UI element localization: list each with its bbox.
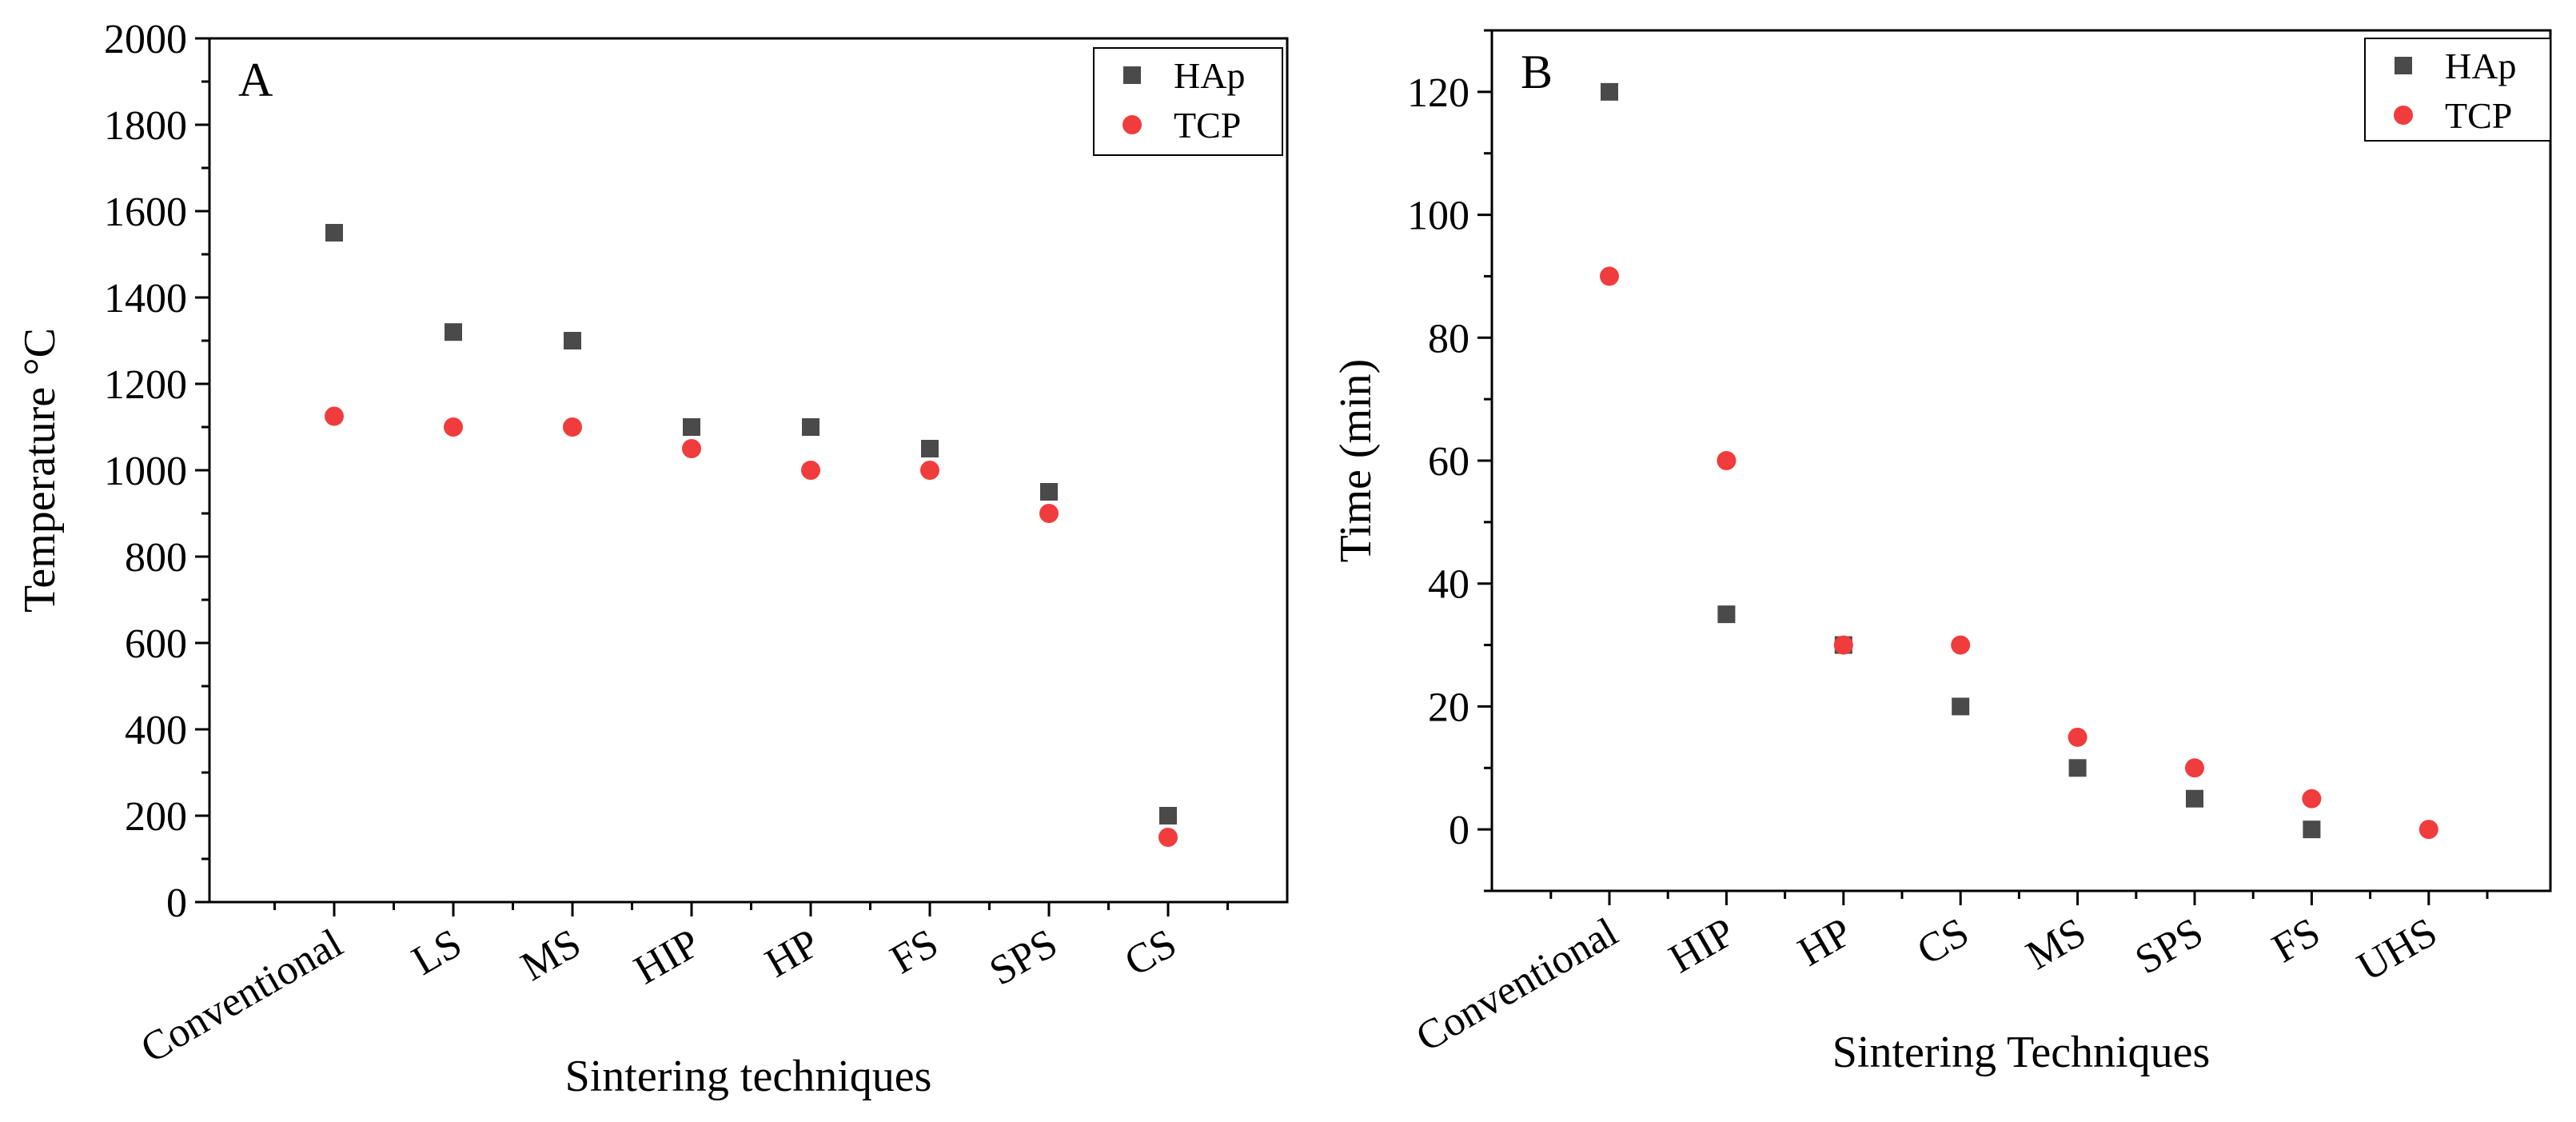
data-point-tcp-uhs: [2418, 820, 2438, 840]
y-tick-label: 1400: [104, 276, 187, 321]
data-point-tcp-hp: [801, 461, 820, 480]
data-point-hap-hip: [683, 418, 700, 436]
legend-marker-tcp: [1123, 115, 1142, 134]
legend-label-tcp: TCP: [2445, 95, 2512, 136]
plot-frame: [1490, 29, 2552, 892]
chart-panel-a: 0 200 400 600 800 1000 1200 1400 1600 1800 2000 Con…: [15, 17, 1289, 1101]
data-point-hap-cs: [1159, 807, 1177, 825]
y-tick-label: 200: [125, 794, 187, 840]
x-tick-label-ms: MS: [513, 920, 588, 990]
data-point-tcp-ms: [2068, 727, 2088, 747]
data-point-tcp-fs: [2302, 789, 2322, 809]
data-point-hap-ms: [564, 332, 581, 349]
data-point-hap-ms: [2068, 759, 2087, 777]
data-point-tcp-conventional: [325, 406, 344, 426]
data-point-tcp-cs: [1158, 828, 1178, 847]
x-tick-label-cs: CS: [1117, 920, 1184, 985]
data-point-hap-conventional: [325, 224, 343, 242]
data-point-hap-hp: [802, 418, 819, 436]
y-tick-label: 1200: [104, 362, 187, 408]
y-tick-label: 40: [1428, 562, 1469, 608]
data-point-hap-sps: [1040, 483, 1058, 501]
legend-box: [1093, 47, 1283, 156]
x-tick-label-uhs: UHS: [2350, 909, 2445, 990]
plot-frame: [208, 37, 1289, 904]
data-point-hap-hip: [1717, 605, 1736, 624]
y-tick-label: 1600: [104, 190, 187, 235]
data-point-hap-conventional: [1601, 82, 1618, 101]
y-tick-label: 80: [1428, 316, 1469, 361]
data-point-tcp-cs: [1951, 635, 1971, 655]
data-point-tcp-sps: [1039, 504, 1059, 523]
y-tick-label: 400: [125, 708, 187, 753]
x-tick-label-hp: HP: [758, 920, 827, 987]
x-tick-label-fs: FS: [883, 920, 946, 983]
data-point-hap-fs: [2303, 821, 2321, 839]
y-tick-label: 60: [1428, 439, 1469, 485]
x-tick-label-conventional: Conventional: [1409, 909, 1625, 1060]
chart-panel-b: 0 20 40 60 80 100 120 Conventional HIP HP CS MS SPS F…: [1331, 29, 2552, 1077]
legend-box: [2364, 38, 2551, 142]
x-tick-label-sps: SPS: [2127, 909, 2211, 984]
y-tick-label: 0: [166, 880, 187, 926]
y-tick-label: 0: [1449, 808, 1469, 853]
x-tick-label-ms: MS: [2019, 909, 2094, 979]
x-axis-title: Sintering Techniques: [1832, 1028, 2211, 1077]
x-tick-label-ls: LS: [405, 920, 469, 984]
data-point-tcp-sps: [2185, 758, 2204, 778]
legend-marker-hap: [1123, 66, 1141, 84]
y-tick-label: 1800: [104, 103, 187, 149]
legend-marker-tcp: [2394, 106, 2413, 125]
panel-label: A: [238, 54, 273, 106]
y-tick-label: 2000: [104, 17, 187, 62]
legend-label-tcp: TCP: [1174, 105, 1241, 146]
y-tick-label: 100: [1407, 194, 1469, 239]
legend-marker-hap: [2395, 57, 2412, 74]
x-tick-label-hip: HIP: [1661, 909, 1742, 982]
x-tick-label-hip: HIP: [627, 920, 708, 993]
x-tick-label-fs: FS: [2265, 909, 2328, 972]
y-tick-label: 600: [125, 621, 187, 667]
data-point-hap-ls: [445, 323, 462, 341]
data-point-tcp-ms: [563, 417, 582, 437]
panel-label: B: [1521, 46, 1553, 98]
x-tick-label-cs: CS: [1910, 909, 1977, 974]
y-tick-label: 1000: [104, 449, 187, 494]
y-tick-label: 20: [1428, 685, 1469, 730]
data-point-tcp-hip: [682, 439, 701, 458]
data-point-hap-fs: [921, 440, 939, 457]
data-point-tcp-hp: [1833, 635, 1853, 655]
data-point-tcp-conventional: [1600, 266, 1619, 286]
data-point-tcp-fs: [920, 461, 939, 480]
legend-label-hap: HAp: [1174, 55, 1245, 96]
y-tick-label: 120: [1407, 70, 1469, 116]
data-point-tcp-ls: [444, 417, 463, 437]
x-axis-title: Sintering techniques: [565, 1052, 932, 1101]
legend-label-hap: HAp: [2445, 46, 2516, 86]
data-point-tcp-hip: [1717, 451, 1737, 470]
y-tick-label: 800: [125, 535, 187, 581]
x-tick-label-sps: SPS: [982, 920, 1065, 995]
x-tick-label-conventional: Conventional: [134, 920, 350, 1072]
y-axis-title: Time (min): [1331, 359, 1381, 563]
x-tick-label-hp: HP: [1791, 909, 1860, 976]
data-point-hap-cs: [1952, 697, 1970, 716]
y-axis-title: Temperature °C: [15, 328, 65, 613]
data-point-hap-sps: [2186, 789, 2203, 808]
